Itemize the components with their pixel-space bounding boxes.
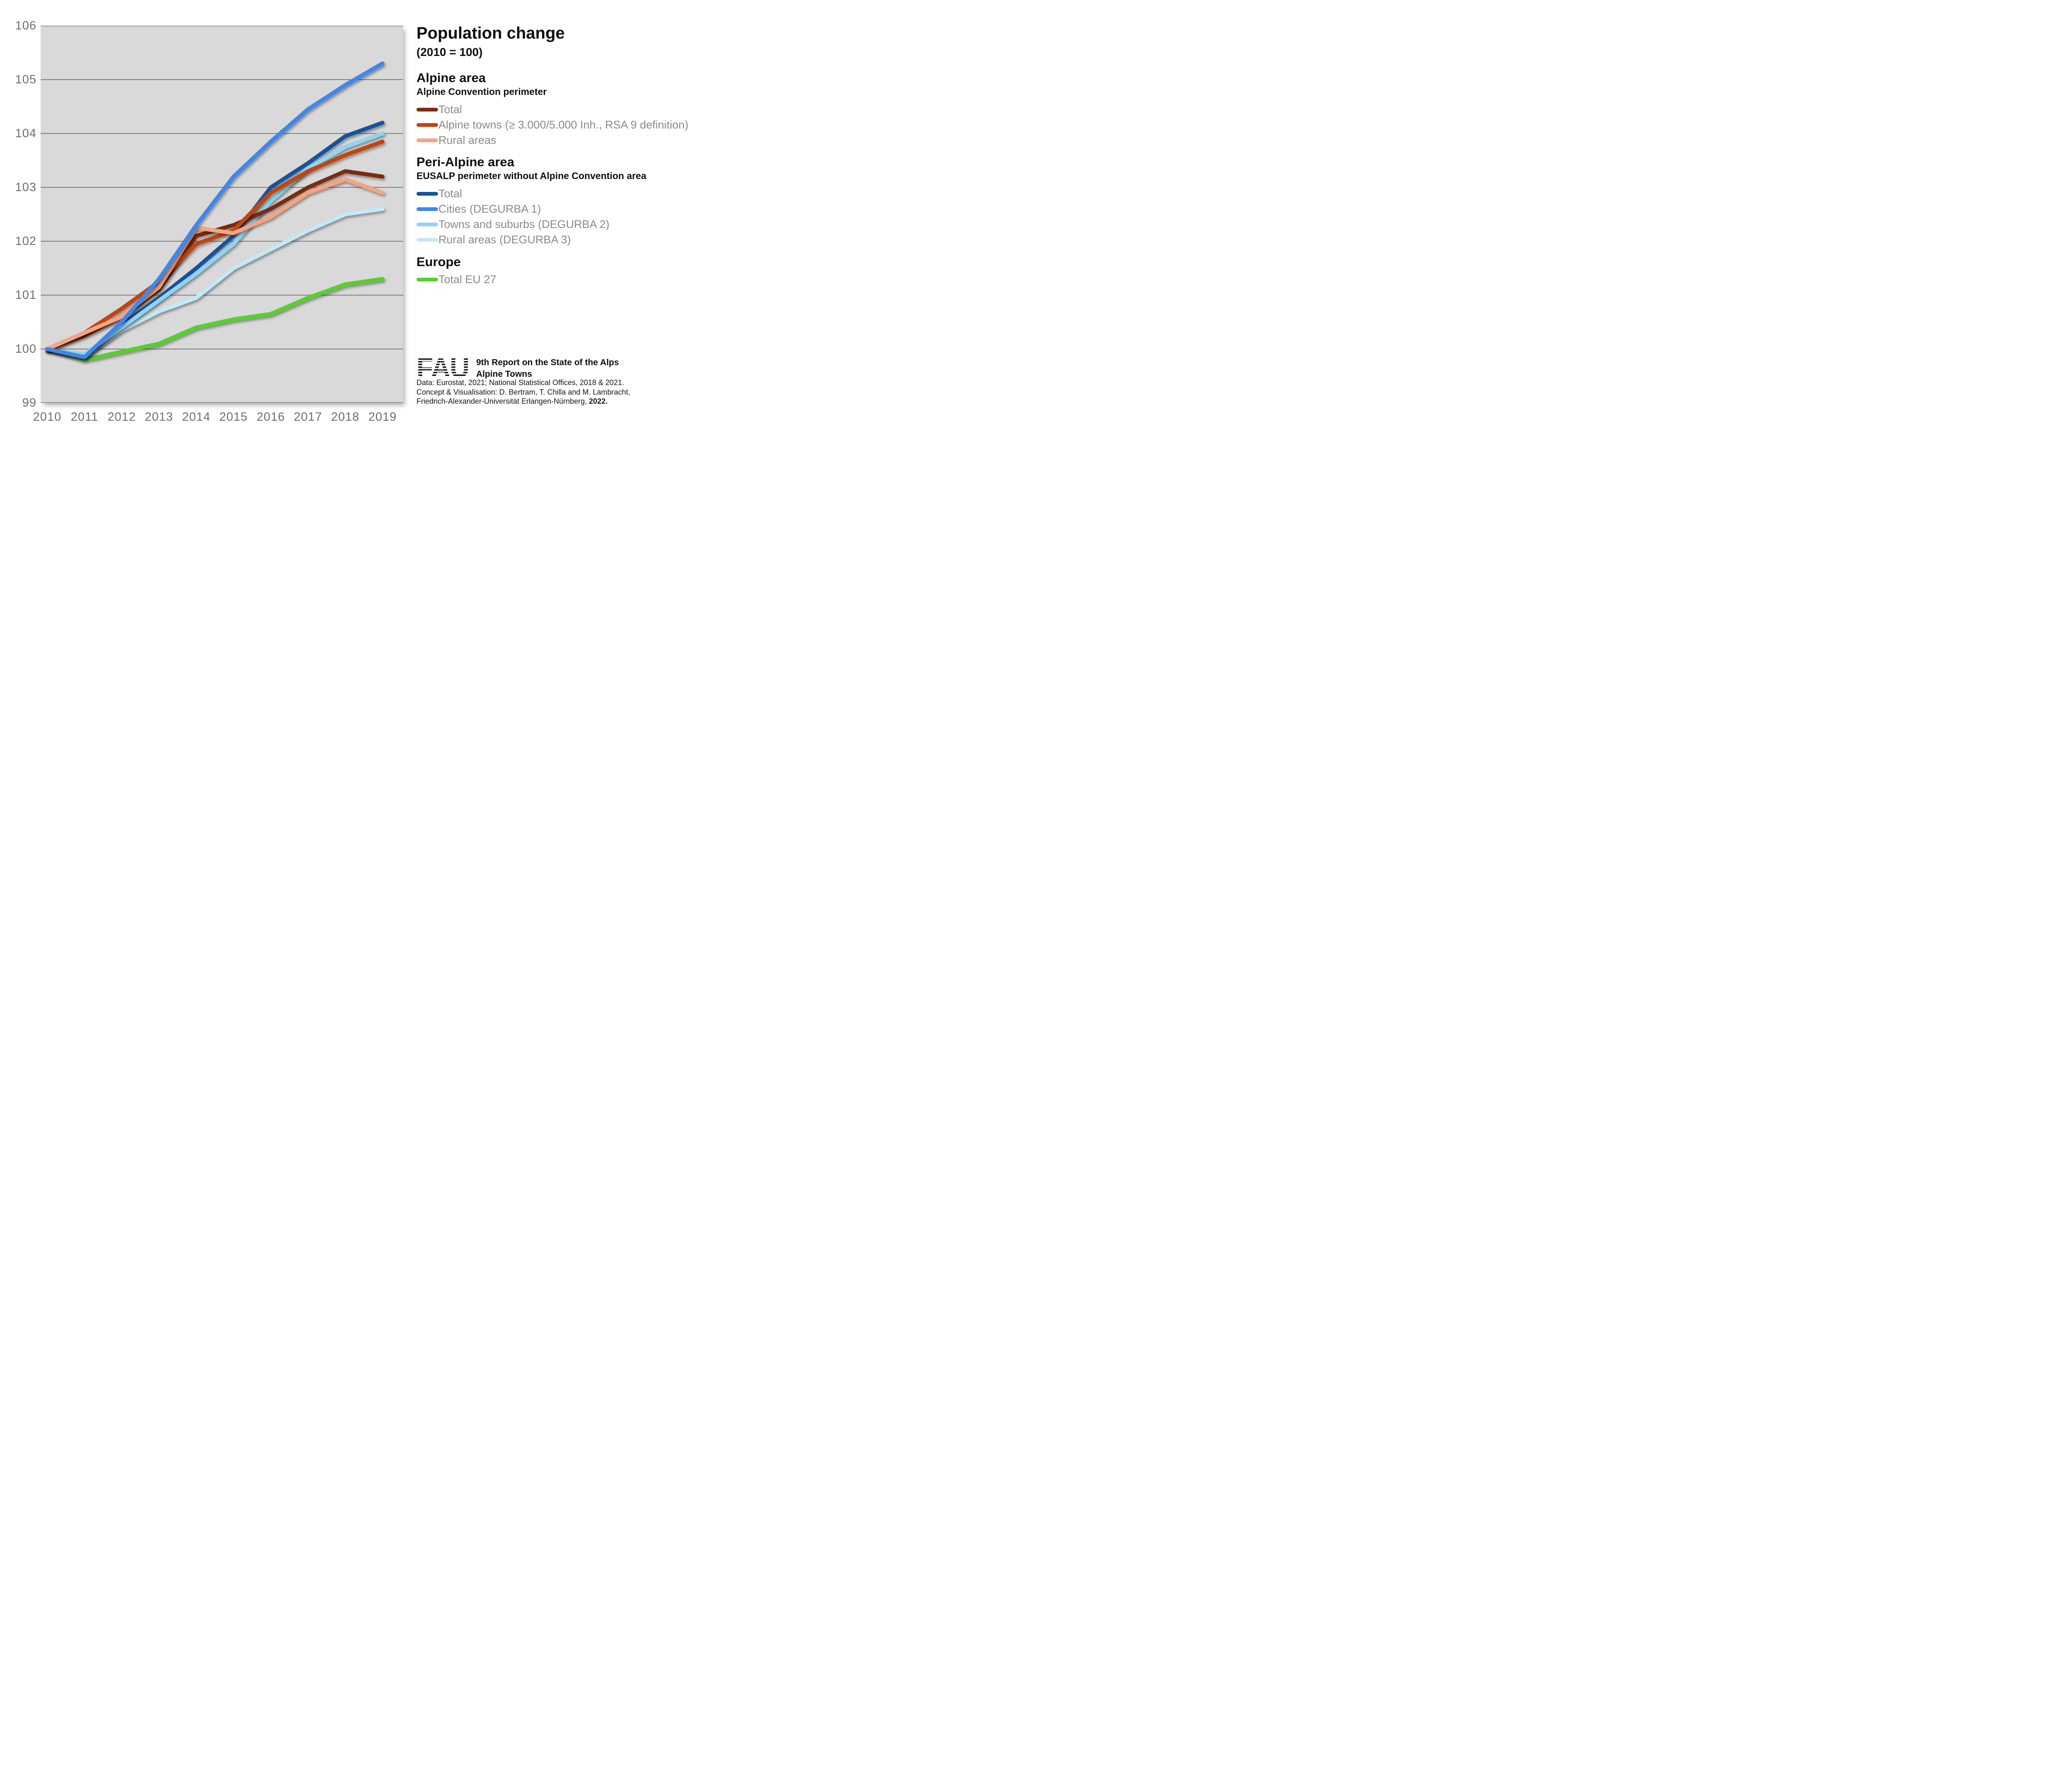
x-tick-label: 2010 [33, 410, 62, 424]
peri-cities-swatch [416, 207, 438, 211]
y-tick-label: 102 [15, 235, 36, 248]
x-tick-label: 2012 [107, 410, 136, 424]
legend-label: Towns and suburbs (DEGURBA 2) [438, 218, 610, 230]
legend-label: Total EU 27 [438, 273, 496, 286]
page-title: Population change [416, 24, 565, 42]
legend-label: Total [438, 187, 462, 200]
y-tick-label: 99 [22, 396, 36, 410]
series-line [45, 207, 385, 359]
x-tick-label: 2016 [257, 410, 285, 424]
legend-item-eu-total: Total EU 27 [416, 273, 496, 286]
y-tick-label: 104 [15, 127, 36, 140]
europe-section-header: Europe [416, 255, 461, 269]
series-line [45, 277, 385, 362]
legend-item-peri-total: Total [416, 187, 462, 200]
legend-label: Rural areas [438, 133, 496, 146]
x-tick-label: 2014 [182, 410, 211, 424]
legend-label: Rural areas (DEGURBA 3) [438, 233, 571, 246]
series-line [45, 177, 385, 351]
alpine-section-subheader: Alpine Convention perimeter [416, 86, 547, 97]
x-tick-label: 2011 [70, 410, 99, 424]
peri-section-header: Peri-Alpine area [416, 155, 515, 169]
fau-logo: FAU [416, 352, 470, 383]
eu-total-swatch [416, 277, 438, 281]
legend-item-alpine-total: Total [416, 103, 462, 116]
alpine-total-swatch [416, 107, 438, 112]
chart-svg [41, 26, 403, 403]
report-title-line1: 9th Report on the State of the Alps [476, 358, 619, 367]
alpine-towns-swatch [416, 123, 438, 127]
x-tick-label: 2019 [368, 410, 397, 424]
legend-panel: Population change (2010 = 100) Alpine ar… [416, 24, 688, 439]
series-line [45, 131, 385, 356]
x-tick-label: 2018 [331, 410, 360, 424]
fau-credit-block: FAU 9th Report on the State of the Alps … [416, 352, 619, 383]
legend-label: Alpine towns (≥ 3.000/5.000 Inh., RSA 9 … [438, 118, 689, 131]
legend-item-peri-rural: Rural areas (DEGURBA 3) [416, 233, 571, 246]
y-tick-label: 100 [15, 342, 36, 356]
y-tick-label: 101 [15, 288, 36, 302]
legend-label: Total [438, 103, 462, 116]
peri-towns-swatch [416, 222, 438, 226]
series-line [45, 61, 385, 359]
report-title-line2: Alpine Towns [476, 369, 532, 379]
peri-total-swatch [416, 192, 438, 196]
peri-section-subheader: EUSALP perimeter without Alpine Conventi… [416, 170, 646, 181]
series-lines [45, 61, 385, 362]
x-tick-label: 2013 [145, 410, 173, 424]
credits-line3: Friedrich-Alexander-Universität Erlangen… [416, 397, 608, 405]
credits-block: Data: Eurostat, 2021; National Statistic… [416, 378, 630, 406]
y-tick-label: 105 [15, 73, 36, 86]
legend-item-peri-towns: Towns and suburbs (DEGURBA 2) [416, 218, 610, 231]
legend-item-alpine-rural: Rural areas [416, 133, 496, 147]
legend-item-peri-cities: Cities (DEGURBA 1) [416, 202, 541, 216]
plot-area [41, 26, 403, 403]
gridlines [41, 26, 403, 403]
series-line [45, 139, 385, 351]
page-subtitle: (2010 = 100) [416, 46, 483, 58]
peri-rural-swatch [416, 238, 438, 242]
x-tick-label: 2017 [294, 410, 322, 424]
legend-item-alpine-towns: Alpine towns (≥ 3.000/5.000 Inh., RSA 9 … [416, 118, 688, 131]
alpine-rural-swatch [416, 138, 438, 142]
credits-line2: Concept & Visualisation: D. Bertram, T. … [416, 388, 630, 396]
x-tick-label: 2015 [219, 410, 248, 424]
y-tick-label: 103 [15, 181, 36, 194]
alpine-section-header: Alpine area [416, 70, 486, 85]
legend-label: Cities (DEGURBA 1) [438, 202, 541, 215]
credits-line1: Data: Eurostat, 2021; National Statistic… [416, 378, 624, 387]
y-tick-label: 106 [15, 19, 36, 32]
